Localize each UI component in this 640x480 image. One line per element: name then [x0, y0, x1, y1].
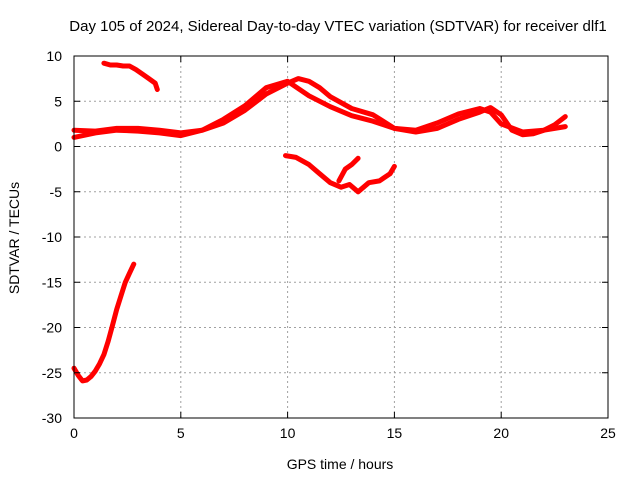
x-tick-label: 0 — [70, 425, 78, 441]
series-layer — [71, 60, 568, 384]
x-axis-label: GPS time / hours — [287, 456, 394, 472]
tick-layer: 0 5 10 15 20 25 10 5 0 -5 -10 -15 -20 -25 -30 — [42, 48, 616, 441]
x-tick-label: 25 — [600, 425, 616, 441]
x-tick-label: 15 — [387, 425, 403, 441]
series-arc-steep — [71, 261, 137, 384]
y-tick-label: 0 — [54, 139, 62, 155]
y-tick-label: -30 — [42, 410, 62, 426]
x-tick-label: 20 — [493, 425, 509, 441]
chart-title: Day 105 of 2024, Sidereal Day-to-day VTE… — [69, 18, 606, 35]
series-arc-lower-b — [71, 78, 568, 140]
series-arc-negative-branch — [336, 155, 361, 184]
y-tick-label: -10 — [42, 229, 62, 245]
y-tick-label: -15 — [42, 274, 62, 290]
x-tick-label: 10 — [280, 425, 296, 441]
x-tick-label: 5 — [177, 425, 185, 441]
y-tick-label: -5 — [50, 184, 63, 200]
y-tick-label: 5 — [54, 93, 62, 109]
y-axis-label: SDTVAR / TECUs — [6, 182, 22, 294]
y-tick-label: 10 — [46, 48, 62, 64]
series-arc-negative — [283, 153, 397, 195]
y-tick-label: -25 — [42, 365, 62, 381]
y-tick-label: -20 — [42, 320, 62, 336]
series-arc-high — [101, 60, 160, 92]
